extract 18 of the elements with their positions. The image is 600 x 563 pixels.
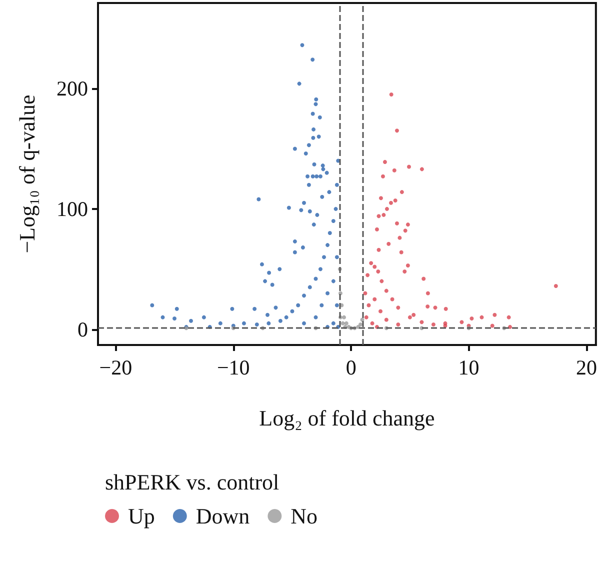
x-tick-label: 0 bbox=[346, 356, 356, 380]
x-tick-label: 10 bbox=[458, 356, 480, 380]
x-tick-label: −20 bbox=[99, 356, 132, 380]
y-axis-title: −Log₁₀ of q-value bbox=[14, 94, 40, 254]
legend-label: Down bbox=[196, 504, 250, 528]
x-axis-title: Log₂ of fold change bbox=[259, 406, 435, 430]
x-tick-label: 20 bbox=[576, 356, 597, 380]
point bbox=[358, 322, 362, 327]
point bbox=[340, 321, 345, 326]
legend-label: No bbox=[290, 504, 318, 528]
point bbox=[342, 315, 346, 320]
y-tick-label: 100 bbox=[56, 196, 88, 221]
legend-label: Up bbox=[128, 504, 155, 528]
y-tick-label: 0 bbox=[78, 317, 88, 342]
x-tick-label: −10 bbox=[216, 356, 250, 380]
point bbox=[344, 321, 348, 326]
y-tick-label: 200 bbox=[56, 76, 88, 100]
legend-title: shPERK vs. control bbox=[105, 470, 280, 494]
